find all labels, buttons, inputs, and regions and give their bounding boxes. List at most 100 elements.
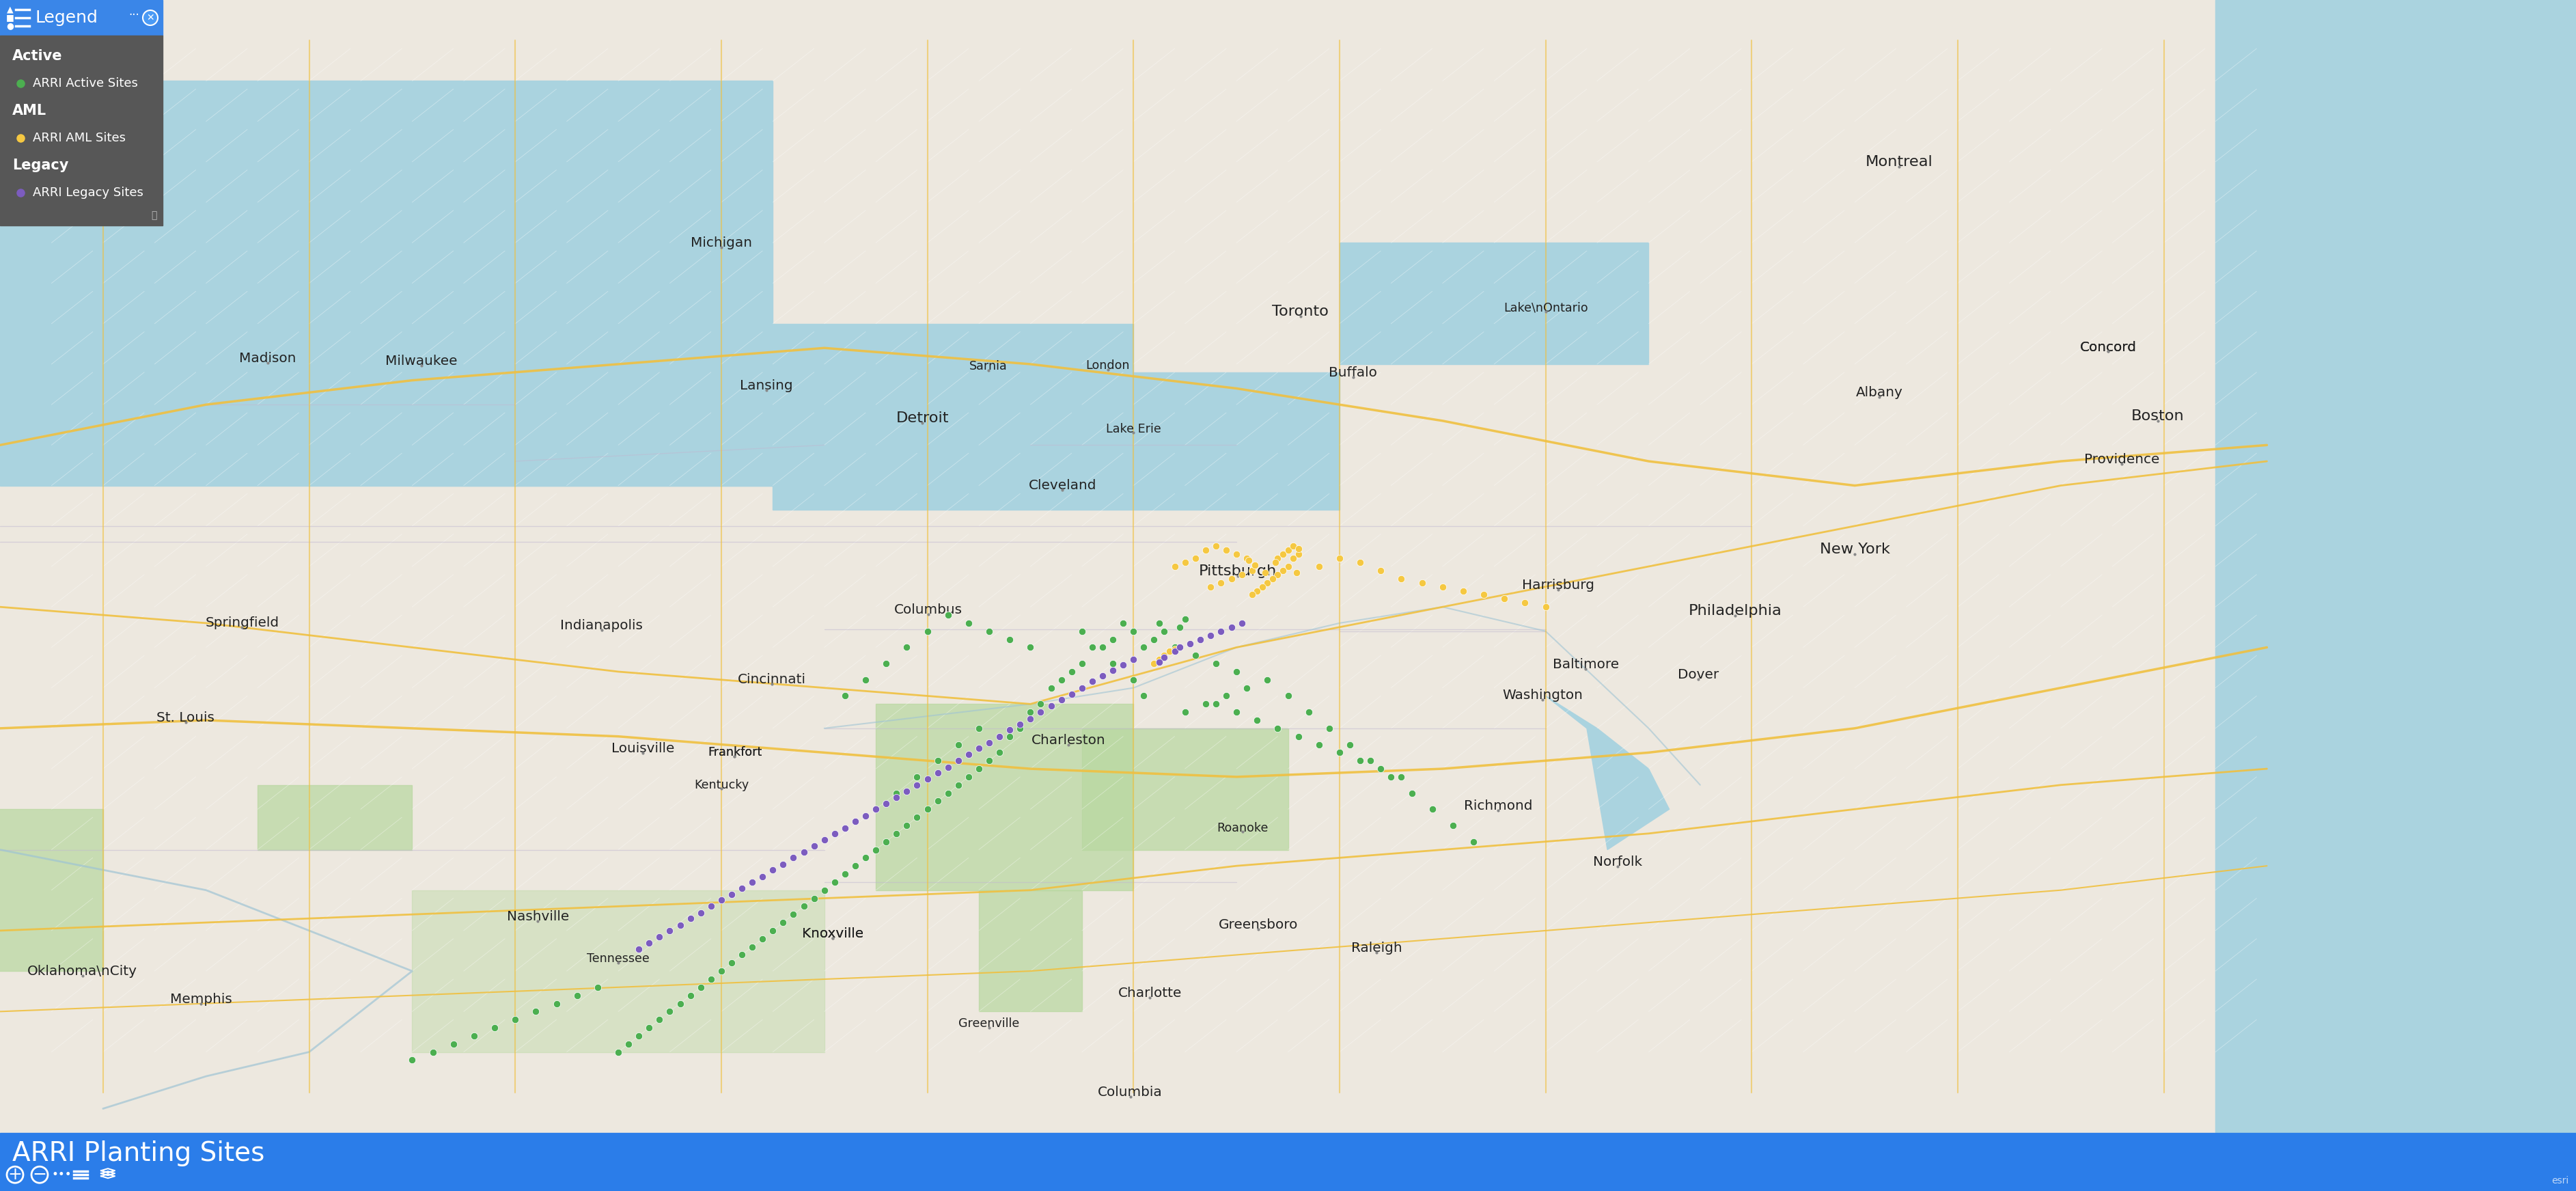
Point bbox=[958, 738, 999, 757]
Bar bbox=[0, 809, 103, 971]
Point bbox=[979, 727, 1020, 746]
Point bbox=[1412, 799, 1453, 818]
Text: Knoxville: Knoxville bbox=[801, 928, 863, 941]
Point bbox=[1010, 703, 1051, 722]
Point bbox=[711, 954, 752, 973]
Point bbox=[1144, 622, 1185, 641]
Text: Columbus: Columbus bbox=[894, 604, 963, 617]
Point bbox=[907, 769, 948, 788]
Point bbox=[1443, 581, 1484, 600]
Point bbox=[1267, 686, 1309, 705]
Point bbox=[1041, 691, 1082, 710]
Point bbox=[721, 879, 762, 898]
Text: ARRI AML Sites: ARRI AML Sites bbox=[33, 132, 126, 144]
Point bbox=[1170, 634, 1211, 653]
Point bbox=[1381, 569, 1422, 588]
Point bbox=[876, 787, 917, 806]
Text: London: London bbox=[1084, 360, 1131, 372]
Point bbox=[1216, 703, 1257, 722]
Point bbox=[1231, 561, 1273, 580]
Point bbox=[1175, 646, 1216, 665]
Point bbox=[1175, 549, 1216, 568]
Text: Springfield: Springfield bbox=[206, 617, 278, 630]
Point bbox=[1504, 593, 1546, 612]
Point bbox=[1061, 679, 1103, 698]
Point bbox=[1278, 540, 1319, 559]
Point bbox=[577, 978, 618, 997]
Point bbox=[948, 767, 989, 786]
Point bbox=[958, 759, 999, 778]
Point bbox=[896, 807, 938, 827]
Point bbox=[515, 1002, 556, 1021]
Text: Concord: Concord bbox=[2079, 341, 2136, 354]
Point bbox=[1103, 656, 1144, 675]
Point bbox=[1340, 553, 1381, 572]
Text: Milwaukee: Milwaukee bbox=[386, 355, 459, 367]
Point bbox=[907, 622, 948, 641]
Text: Sarnia: Sarnia bbox=[969, 361, 1007, 373]
Point bbox=[1159, 638, 1200, 657]
Text: •••: ••• bbox=[52, 1168, 72, 1181]
Text: Tennessee: Tennessee bbox=[587, 953, 649, 965]
Point bbox=[1051, 662, 1092, 681]
Point bbox=[845, 848, 886, 867]
Point bbox=[711, 885, 752, 904]
Point bbox=[1216, 544, 1257, 563]
Point bbox=[1432, 816, 1473, 835]
Point bbox=[1252, 569, 1293, 588]
Point bbox=[1257, 719, 1298, 738]
Point bbox=[670, 986, 711, 1005]
Point bbox=[886, 782, 927, 802]
Text: Detroit: Detroit bbox=[896, 412, 948, 425]
Point bbox=[1123, 638, 1164, 657]
Point bbox=[732, 873, 773, 892]
Text: St. Louis: St. Louis bbox=[157, 711, 214, 724]
Point bbox=[824, 865, 866, 884]
Text: Lake Erie: Lake Erie bbox=[1105, 423, 1162, 435]
Point bbox=[659, 916, 701, 935]
Text: Columbia: Columbia bbox=[1097, 1086, 1162, 1099]
Text: Cincinnati: Cincinnati bbox=[737, 673, 806, 686]
Point bbox=[1195, 654, 1236, 673]
Text: ···: ··· bbox=[129, 8, 139, 21]
Text: Memphis: Memphis bbox=[170, 993, 232, 1006]
Point bbox=[1154, 557, 1195, 576]
Point bbox=[793, 888, 835, 908]
Point bbox=[1144, 646, 1185, 665]
Point bbox=[453, 1027, 495, 1046]
Point bbox=[896, 775, 938, 794]
Point bbox=[989, 727, 1030, 746]
Point bbox=[1072, 672, 1113, 691]
Bar bbox=[0, 81, 773, 486]
Point bbox=[1133, 654, 1175, 673]
Bar bbox=[876, 704, 1133, 890]
Bar bbox=[0, 36, 162, 225]
Point bbox=[1020, 694, 1061, 713]
Text: New York: New York bbox=[1819, 543, 1891, 556]
Point bbox=[1030, 679, 1072, 698]
Point bbox=[783, 842, 824, 861]
Point bbox=[824, 818, 866, 837]
Point bbox=[1370, 767, 1412, 786]
Point bbox=[1144, 648, 1185, 667]
Text: Michigan: Michigan bbox=[690, 236, 752, 249]
Point bbox=[1221, 613, 1262, 632]
Text: Boston: Boston bbox=[2130, 410, 2184, 423]
Text: Greenville: Greenville bbox=[958, 1017, 1020, 1030]
Bar bbox=[0, 1133, 2576, 1191]
Bar bbox=[773, 373, 1340, 510]
Point bbox=[938, 735, 979, 754]
Point bbox=[1123, 686, 1164, 705]
Point bbox=[1236, 581, 1278, 600]
Point bbox=[845, 671, 886, 690]
Text: Oklahoma\nCity: Oklahoma\nCity bbox=[28, 965, 137, 978]
Bar bbox=[1082, 729, 1288, 849]
Text: ARRI Legacy Sites: ARRI Legacy Sites bbox=[33, 187, 144, 199]
Text: Greensboro: Greensboro bbox=[1218, 918, 1298, 931]
Point bbox=[989, 630, 1030, 649]
Point bbox=[1139, 653, 1180, 672]
Point bbox=[670, 909, 711, 928]
Point bbox=[742, 867, 783, 886]
Point bbox=[1092, 630, 1133, 649]
Point bbox=[917, 763, 958, 782]
